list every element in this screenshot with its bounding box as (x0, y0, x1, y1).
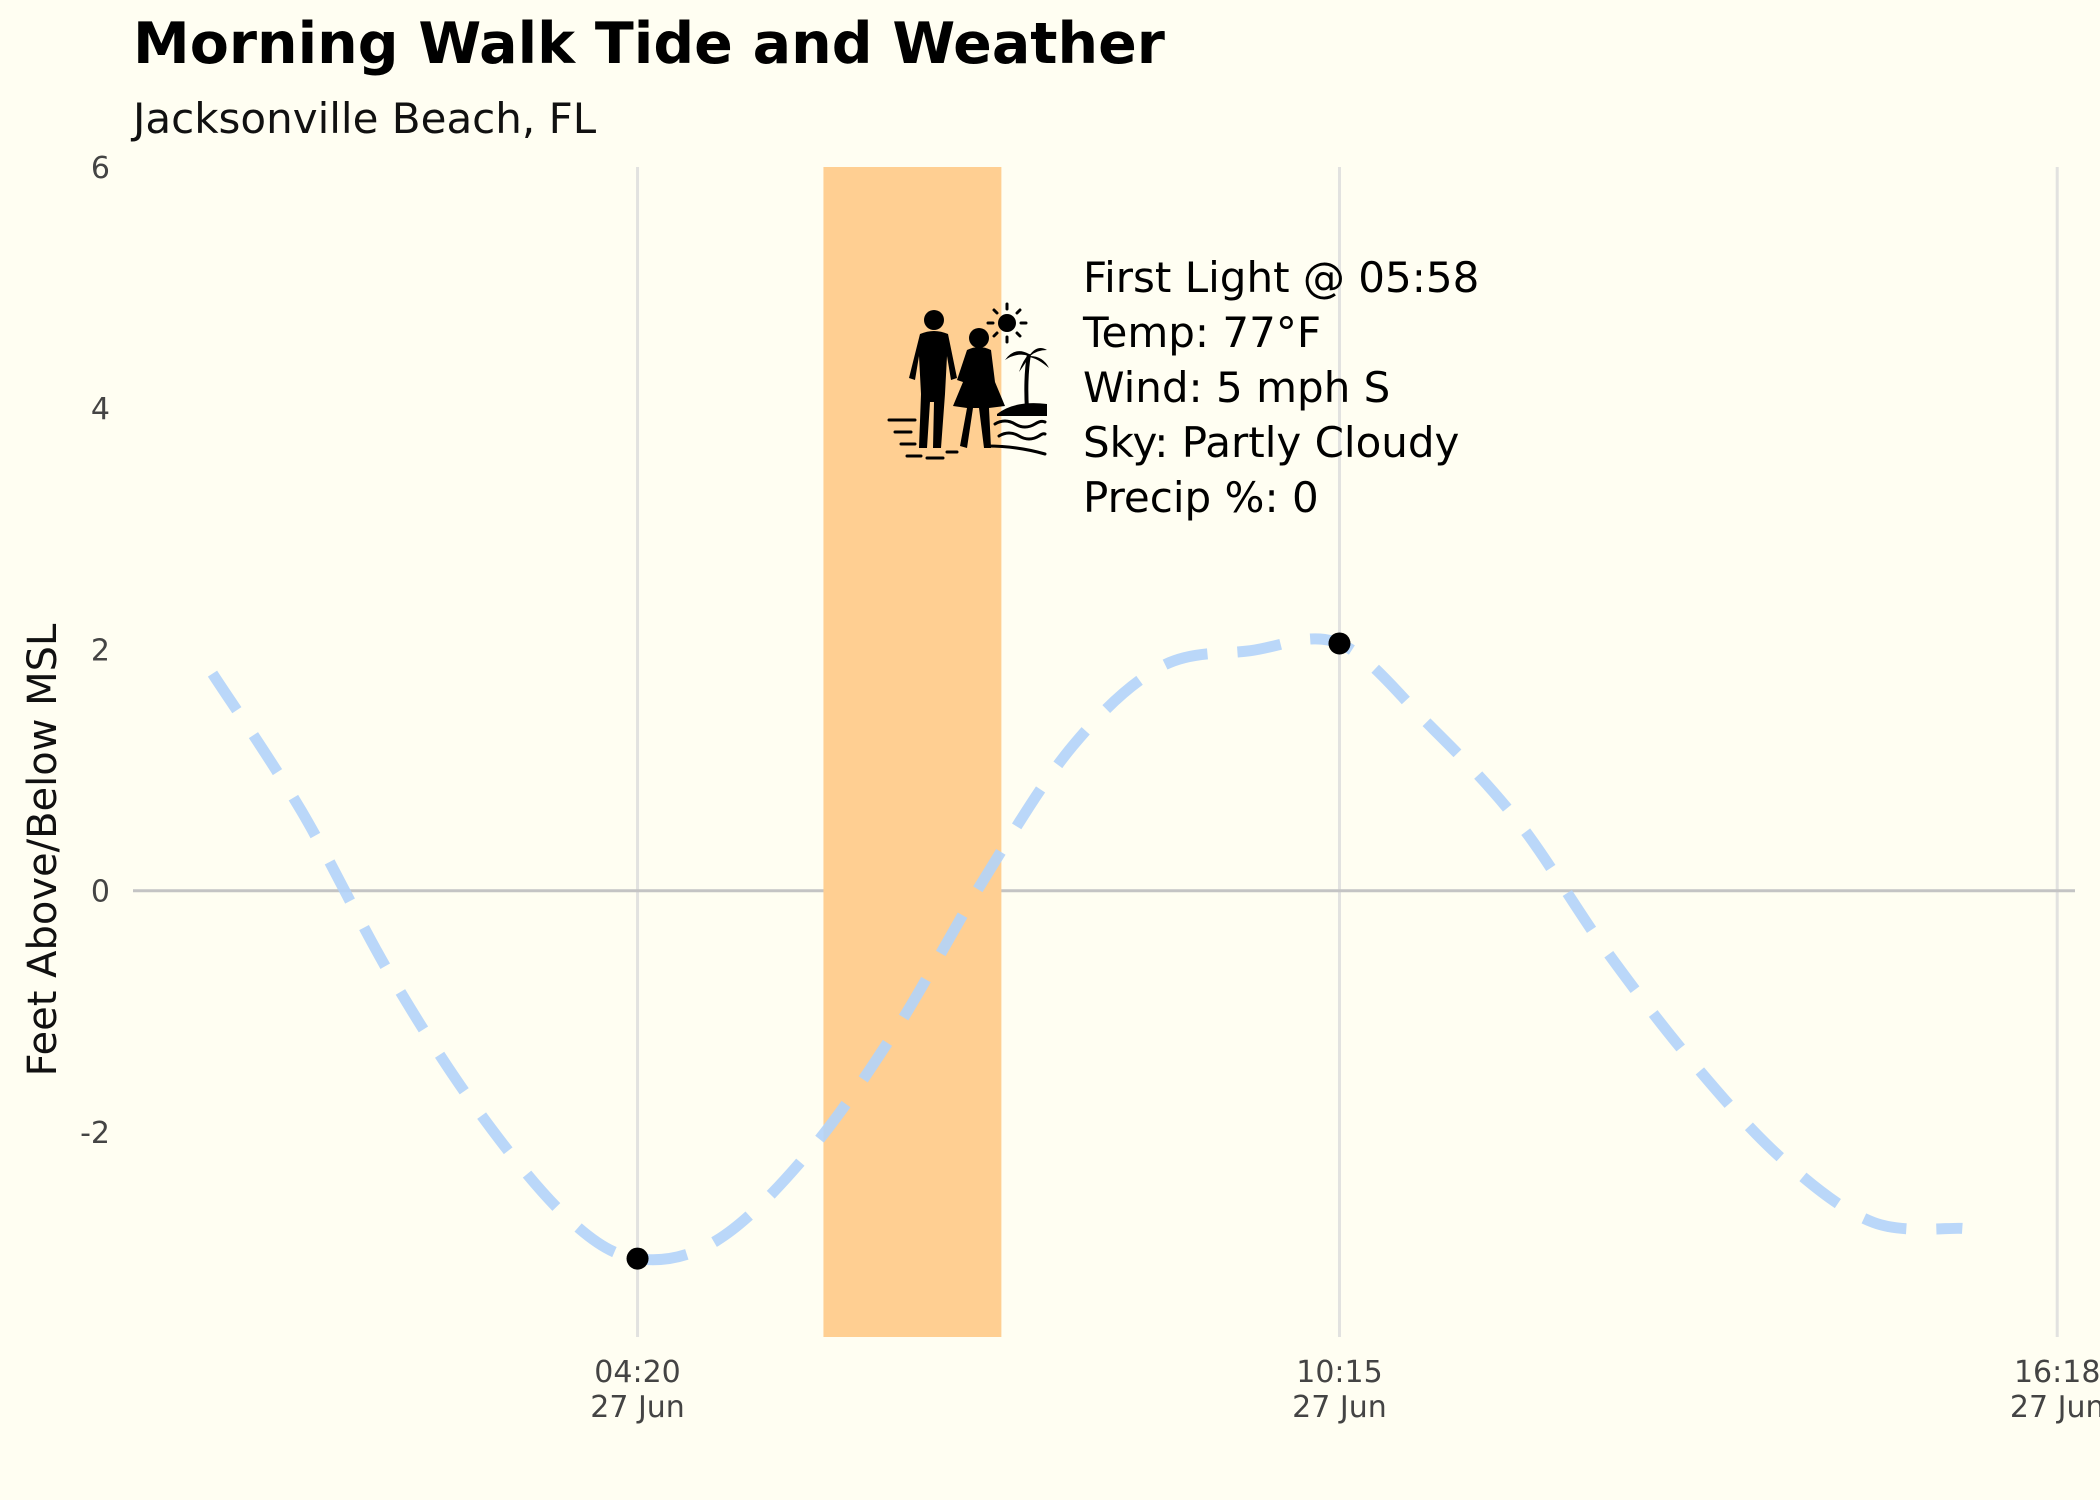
y-tick-label: 4 (91, 392, 110, 427)
annotation-sky: Sky: Partly Cloudy (1083, 418, 1459, 467)
y-axis-label: Feet Above/Below MSL (20, 623, 66, 1076)
x-tick-label-date: 27 Jun (2010, 1390, 2100, 1425)
y-tick-label: 2 (91, 633, 110, 668)
annotation-precip: Precip %: 0 (1083, 473, 1319, 522)
tide-series (207, 633, 1963, 1266)
annotation-first-light: First Light @ 05:58 (1083, 253, 1479, 302)
tide-low-point (626, 1247, 649, 1270)
tide-extremes (626, 632, 1351, 1270)
couple-walking-beach-icon (887, 302, 1049, 460)
y-tick-label: 6 (91, 151, 110, 186)
x-tick-label-date: 27 Jun (1292, 1390, 1387, 1425)
x-tick-label-time: 04:20 (594, 1355, 680, 1390)
chart-title: Morning Walk Tide and Weather (133, 11, 1165, 77)
annotation-temp: Temp: 77°F (1082, 308, 1321, 357)
annotation-wind: Wind: 5 mph S (1083, 363, 1390, 412)
weather-annotation: First Light @ 05:58 Temp: 77°F Wind: 5 m… (1082, 253, 1479, 522)
x-tick-label-time: 16:18 (2014, 1355, 2100, 1390)
chart-subtitle: Jacksonville Beach, FL (130, 94, 597, 143)
y-tick-label: -2 (80, 1116, 110, 1151)
tide-high-point (1328, 632, 1351, 655)
x-tick-label-date: 27 Jun (590, 1390, 685, 1425)
grid (133, 167, 2075, 1337)
tide-line (207, 633, 1963, 1266)
x-tick-label-time: 10:15 (1296, 1355, 1382, 1390)
y-tick-label: 0 (91, 875, 110, 910)
